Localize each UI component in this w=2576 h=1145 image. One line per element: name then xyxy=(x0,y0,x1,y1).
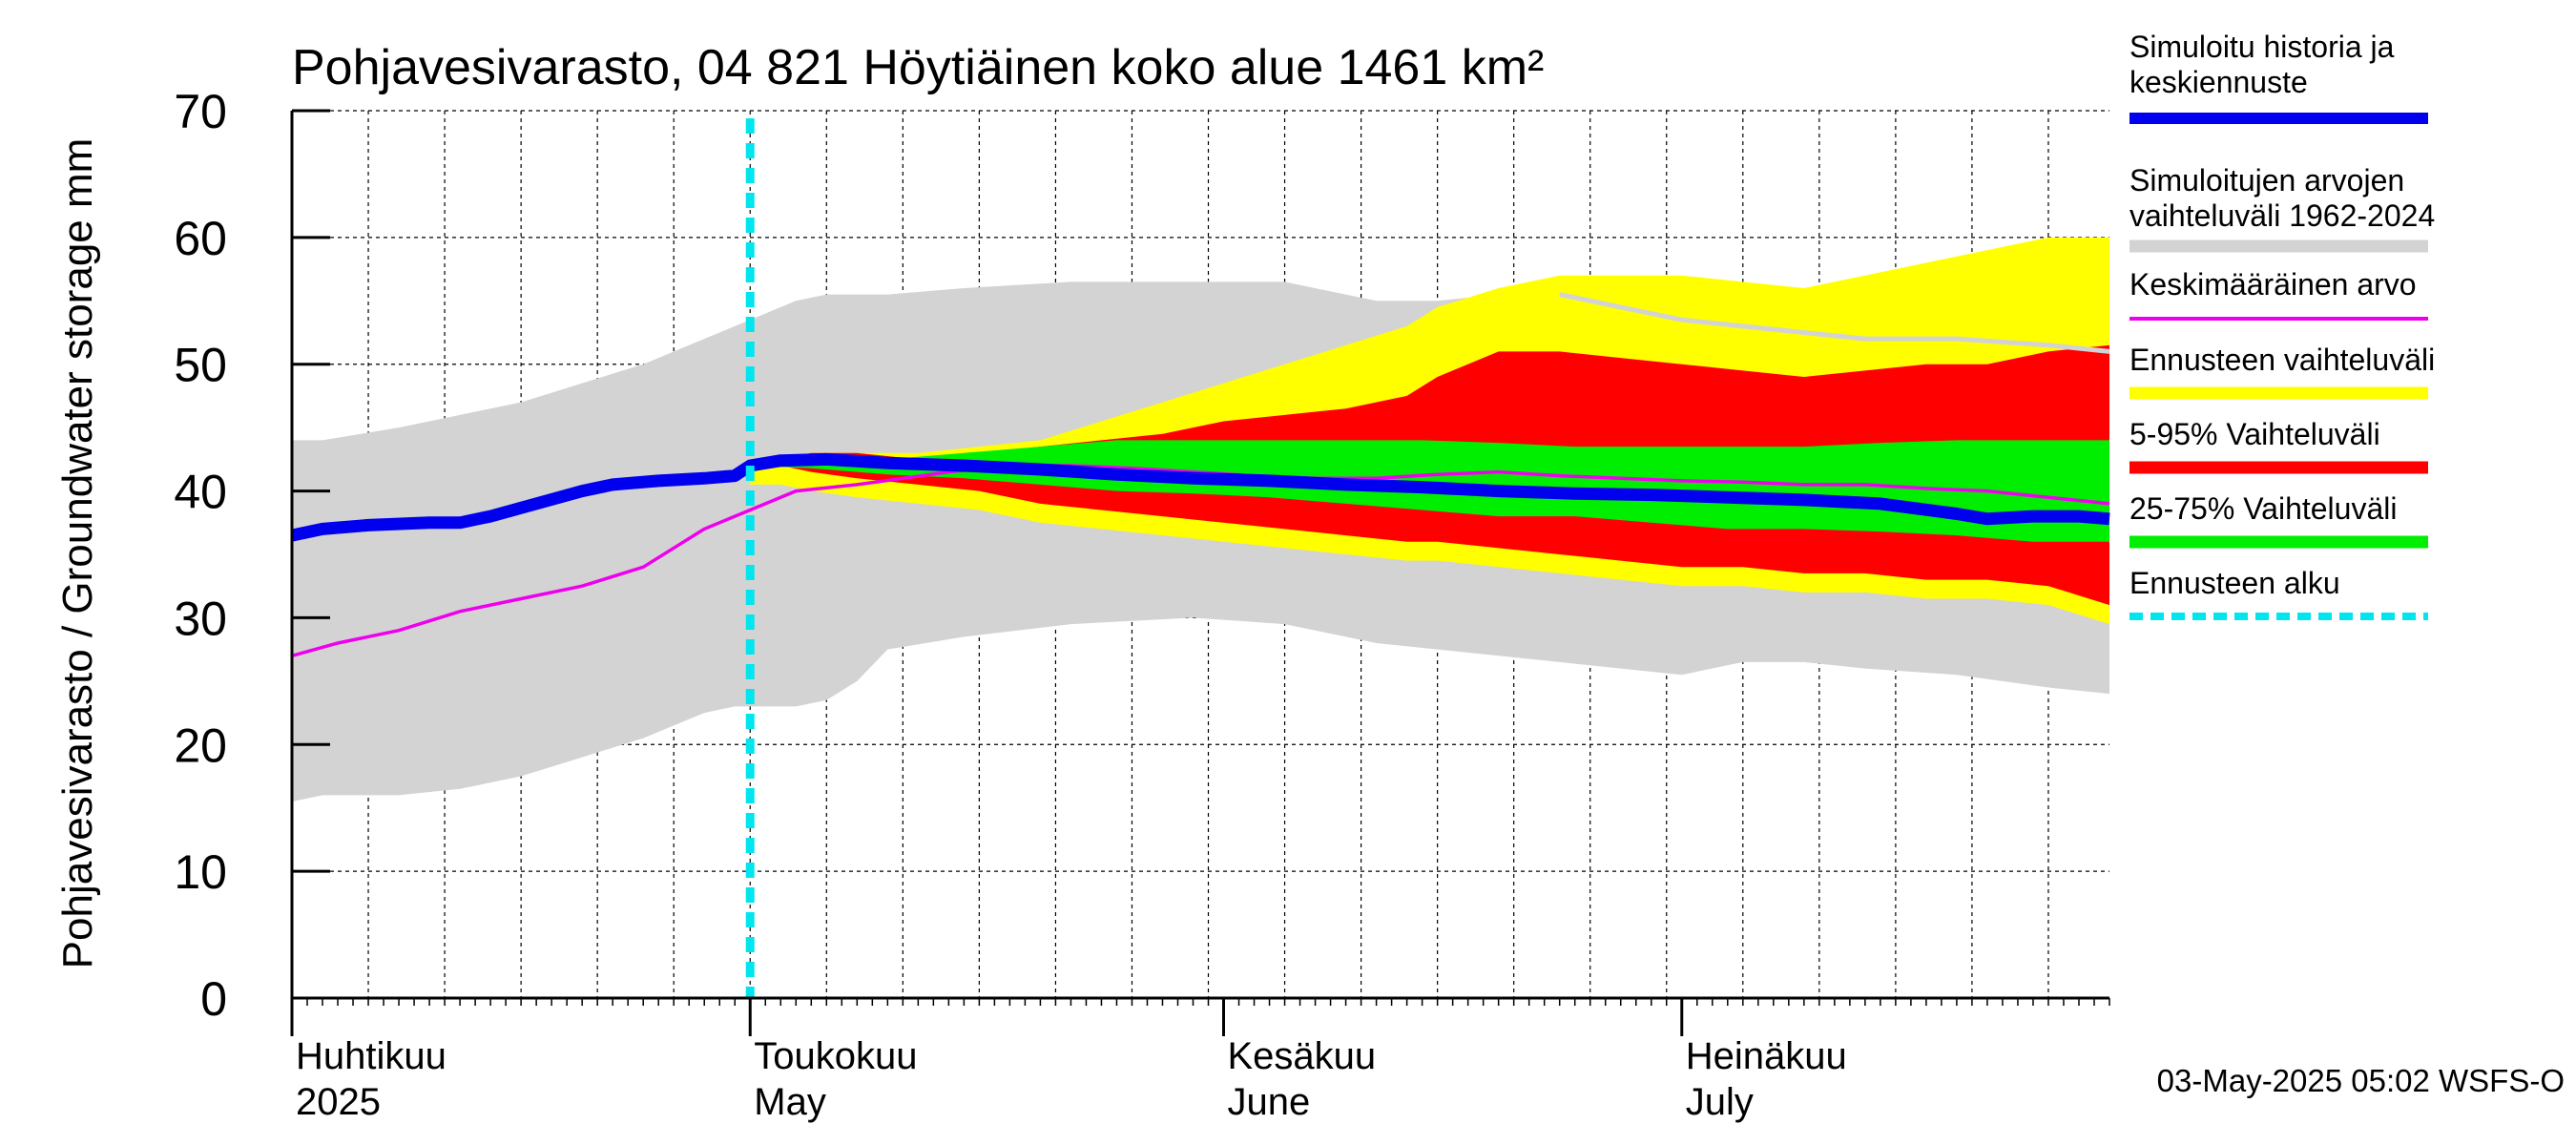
x-month-label: Toukokuu xyxy=(754,1035,917,1077)
y-tick-label: 0 xyxy=(200,972,227,1026)
y-tick-label: 40 xyxy=(174,466,227,519)
x-month-sublabel: June xyxy=(1228,1081,1311,1123)
y-axis-label: Pohjavesivarasto / Groundwater storage m… xyxy=(54,138,101,969)
y-tick-label: 30 xyxy=(174,592,227,645)
footer-timestamp: 03-May-2025 05:02 WSFS-O xyxy=(2157,1063,2565,1098)
legend-label-line: keskiennuste xyxy=(2129,65,2308,99)
y-tick-label: 70 xyxy=(174,85,227,138)
x-month-sublabel: July xyxy=(1686,1081,1754,1123)
y-tick-label: 50 xyxy=(174,339,227,392)
y-tick-label: 10 xyxy=(174,845,227,899)
legend-label: Ennusteen vaihteluväli xyxy=(2129,343,2435,377)
mean-line xyxy=(291,464,2110,657)
legend-label: Ennusteen alku xyxy=(2129,566,2340,600)
y-tick-label: 60 xyxy=(174,212,227,265)
x-month-label: Heinäkuu xyxy=(1686,1035,1847,1077)
legend: Simuloitu historia ja keskiennusteSimuloi… xyxy=(2129,30,2435,620)
x-month-label: Huhtikuu xyxy=(296,1035,447,1077)
legend-label: 5-95% Vaihteluväli xyxy=(2129,417,2380,451)
simulated-line xyxy=(290,452,2110,542)
legend-label: Simuloitujen arvojen vaihteluväli 1962-20… xyxy=(2129,163,2435,233)
lines xyxy=(290,118,2110,998)
x-month-sublabel: May xyxy=(754,1081,826,1123)
legend-label-line: vaihteluväli 1962-2024 xyxy=(2129,198,2435,233)
legend-label-line: Simuloitujen arvojen xyxy=(2129,163,2404,198)
y-tick-label: 20 xyxy=(174,718,227,772)
legend-label: 25-75% Vaihteluväli xyxy=(2129,491,2397,526)
legend-label-line: Simuloitu historia ja xyxy=(2129,30,2395,64)
legend-label: Keskimääräinen arvo xyxy=(2129,267,2417,302)
historical-upper-line xyxy=(1559,292,2110,354)
legend-label: Simuloitu historia ja keskiennuste xyxy=(2129,30,2395,99)
x-month-label: Kesäkuu xyxy=(1228,1035,1377,1077)
x-month-sublabel: 2025 xyxy=(296,1081,381,1123)
chart-title: Pohjavesivarasto, 04 821 Höytiäinen koko… xyxy=(292,40,1544,95)
